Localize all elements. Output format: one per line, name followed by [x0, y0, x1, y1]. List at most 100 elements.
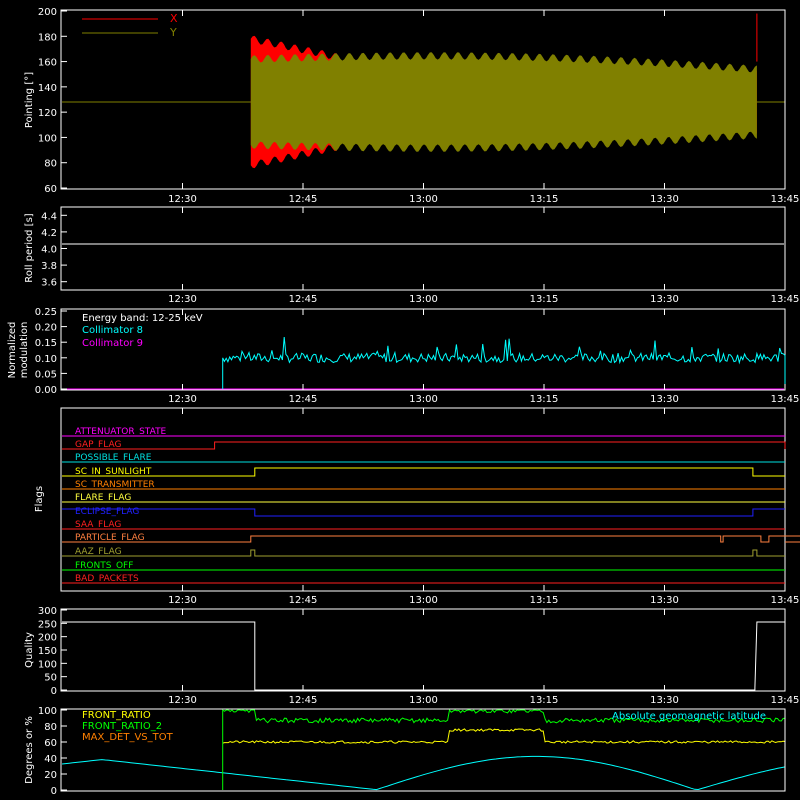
flag-label-aaz_flag: AAZ_FLAG: [75, 547, 122, 557]
flag-labels: ATTENUATOR_STATE GAP_FLAG POSSIBLE_FLARE SC…: [75, 427, 167, 584]
x-tick-label: 13:30: [650, 595, 679, 606]
x-tick-label: 12:30: [168, 695, 197, 706]
flag-label-bad_packets: BAD_PACKETS: [75, 574, 139, 584]
legend-front-ratio: FRONT_RATIO: [82, 710, 151, 721]
x-tick-label: 13:15: [530, 695, 559, 706]
legend-x-label: X: [170, 12, 178, 25]
panel-flags: ATTENUATOR_STATE GAP_FLAG POSSIBLE_FLARE SC…: [34, 407, 800, 606]
panel-ratios: 0 20 40 60 80 100 Degrees or % FRONT_RATIO FR…: [24, 706, 786, 797]
legend-y-label: Y: [169, 26, 177, 39]
y-tick-label: 200: [38, 7, 57, 18]
y-tick-label: 250: [38, 619, 57, 630]
ratios-axes-frame: [60, 708, 786, 792]
flag-lines: [62, 435, 800, 584]
y-tick-label: 50: [44, 673, 57, 684]
x-tick-label: 13:45: [771, 595, 800, 606]
y-tick-label: 80: [44, 159, 57, 170]
y-tick-label: 20: [44, 770, 57, 781]
latitude-annotation: Absolute geomagnetic latitude: [612, 711, 766, 722]
panel-pointing: 60 80 100 120 140 160 180 200 12:30 12:45 13:00 13…: [24, 7, 799, 205]
y-tick-label: 150: [38, 646, 57, 657]
roll-y-ticks: 3.6 3.8 4.0 4.2 4.4: [41, 211, 67, 289]
flags-y-label: Flags: [34, 486, 45, 512]
x-tick-label: 13:45: [771, 294, 800, 305]
legend-front-ratio-2: FRONT_RATIO_2: [82, 721, 162, 732]
y-tick-label: 120: [38, 108, 57, 119]
y-tick-label: 0.05: [35, 369, 57, 380]
pointing-band-Y: [250, 52, 757, 152]
x-tick-label: 12:30: [168, 294, 197, 305]
pointing-y-label: Pointing [°]: [24, 72, 35, 128]
flag-label-sc_transmitter: SC_TRANSMITTER: [75, 480, 155, 490]
y-tick-label: 40: [44, 754, 57, 765]
x-tick-label: 13:15: [530, 294, 559, 305]
x-tick-label: 12:30: [168, 595, 197, 606]
legend-max-det-vs-tot: MAX_DET_VS_TOT: [82, 732, 174, 743]
y-tick-label: 0.20: [35, 323, 57, 334]
flag-line-gap_flag: [62, 441, 786, 450]
x-tick-label: 12:45: [289, 695, 318, 706]
y-tick-label: 0: [51, 686, 57, 697]
latitude-line: [61, 755, 786, 791]
flag-label-sc_in_sunlight: SC_IN_SUNLIGHT: [75, 467, 152, 477]
front-ratio-2-line: [222, 708, 786, 790]
y-tick-label: 0: [51, 786, 57, 797]
modulation-x-ticks: 12:30 12:45 13:00 13:15 13:30 13:45: [168, 309, 799, 405]
y-tick-label: 0.25: [35, 307, 57, 318]
x-tick-label: 13:15: [530, 394, 559, 405]
pointing-y-ticks: 60 80 100 120 140 160 180 200: [38, 7, 67, 195]
flag-label-attenuator_state: ATTENUATOR_STATE: [75, 427, 167, 437]
x-tick-label: 13:15: [530, 595, 559, 606]
quality-line: [62, 621, 785, 691]
panel-roll-period: 3.6 3.8 4.0 4.2 4.4 12:30 12:45 13:00 13:15 13:3…: [24, 206, 799, 305]
x-tick-label: 12:30: [168, 394, 197, 405]
x-tick-label: 13:45: [771, 695, 800, 706]
ratios-y-label: Degrees or %: [24, 716, 35, 784]
x-tick-label: 12:30: [168, 194, 197, 205]
y-tick-label: 0.15: [35, 338, 57, 349]
x-tick-label: 13:30: [650, 695, 679, 706]
y-tick-label: 180: [38, 32, 57, 43]
y-tick-label: 4.0: [41, 245, 57, 256]
x-tick-label: 12:45: [289, 394, 318, 405]
panel-modulation: 0.00 0.05 0.10 0.15 0.20 0.25 12:30 12:45 13:00…: [7, 307, 799, 405]
flag-line-eclipse_flag: [62, 508, 785, 517]
modulation-y-label-line2: modulation: [19, 322, 30, 379]
flag-label-fronts_off: FRONTS_OFF: [75, 561, 133, 571]
flag-line-particle_flag: [62, 535, 800, 543]
x-tick-label: 12:45: [289, 595, 318, 606]
flag-label-eclipse_flag: ECLIPSE_FLAG: [75, 507, 139, 517]
roll-x-ticks: 12:30 12:45 13:00 13:15 13:30 13:45: [168, 207, 799, 305]
pointing-x-ticks: 12:30 12:45 13:00 13:15 13:30 13:45: [168, 10, 799, 205]
y-tick-label: 200: [38, 633, 57, 644]
flag-line-aaz_flag: [62, 549, 785, 557]
y-tick-label: 140: [38, 83, 57, 94]
y-tick-label: 100: [38, 659, 57, 670]
legend-collimator-9: Collimator 9: [82, 338, 143, 349]
ratios-data: [61, 708, 786, 791]
modulation-y-ticks: 0.00 0.05 0.10 0.15 0.20 0.25: [35, 307, 67, 396]
pointing-data: [62, 13, 785, 169]
x-tick-label: 13:00: [409, 294, 438, 305]
y-tick-label: 300: [38, 606, 57, 617]
x-tick-label: 13:30: [650, 294, 679, 305]
x-tick-label: 12:45: [289, 294, 318, 305]
x-tick-label: 13:00: [409, 394, 438, 405]
flag-label-possible_flare: POSSIBLE_FLARE: [75, 453, 152, 463]
front-ratio-line: [222, 728, 786, 744]
y-tick-label: 100: [38, 706, 57, 717]
x-tick-label: 13:00: [409, 194, 438, 205]
modulation-y-label-line1: Normalized: [7, 322, 18, 379]
collimator-8-line: [222, 337, 786, 389]
y-tick-label: 100: [38, 133, 57, 144]
x-tick-label: 13:15: [530, 194, 559, 205]
flags-x-ticks: 12:30 12:45 13:00 13:15 13:30 13:45: [168, 408, 799, 606]
legend-collimator-8: Collimator 8: [82, 325, 143, 336]
y-tick-label: 60: [44, 738, 57, 749]
flag-label-gap_flag: GAP_FLAG: [75, 440, 121, 450]
roll-y-label: Roll period [s]: [24, 213, 35, 282]
energy-band-label: Energy band: 12-25 keV: [82, 313, 203, 324]
flag-label-saa_flag: SAA_FLAG: [75, 520, 121, 530]
